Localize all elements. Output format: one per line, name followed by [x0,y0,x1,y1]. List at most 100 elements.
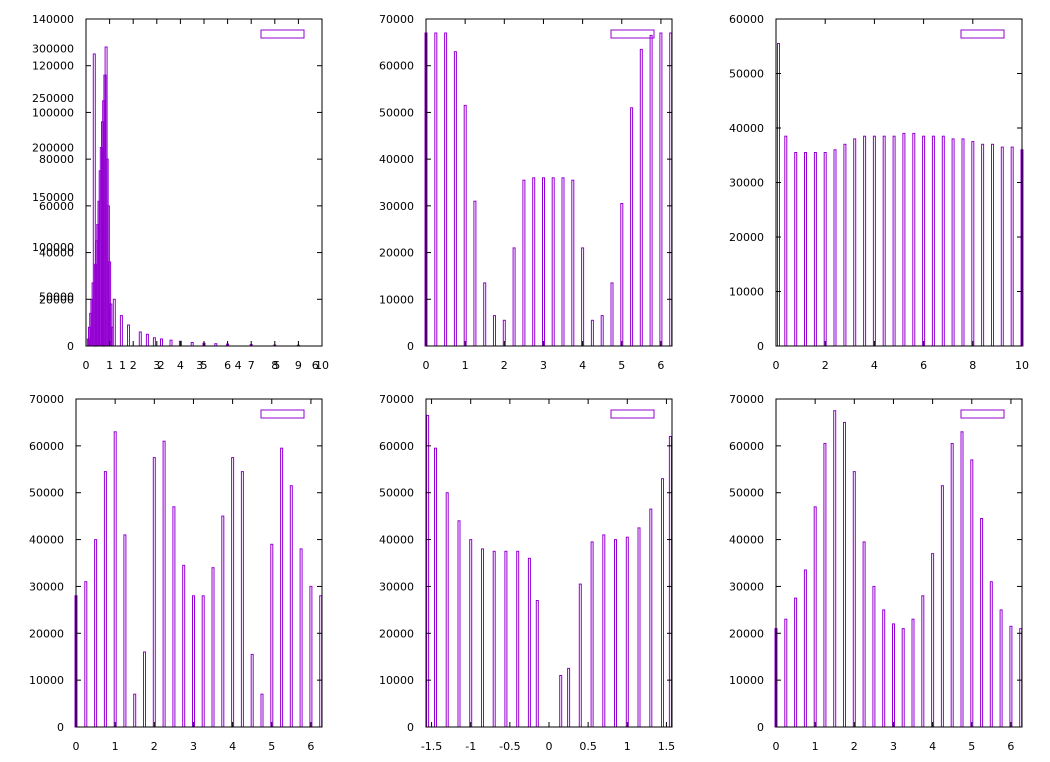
x-tick-label: 0 [773,359,780,372]
x-tick-label: 3 [190,740,197,753]
y-tick-label-secondary: 50000 [39,290,74,303]
bar [542,177,545,347]
bar [160,338,163,347]
x-tick-label-secondary: 6 [312,359,319,372]
x-tick-label: 5 [268,740,275,753]
x-tick-label: -0.5 [499,740,520,753]
bar [504,550,508,728]
bar [813,506,817,728]
bar [483,282,487,347]
bar [492,550,496,728]
bar [882,609,886,728]
bar [567,667,571,728]
bar [872,585,876,728]
x-tick-label: 5 [618,359,625,372]
bar [892,623,895,728]
x-tick-label: 1 [112,740,119,753]
x-tick-label: 10 [315,359,329,372]
bar [610,282,614,347]
bar [551,177,555,347]
y-tick-label: 10000 [29,674,64,687]
x-tick-label: 9 [295,359,302,372]
bar [192,595,195,728]
y-tick-label: 70000 [379,393,414,406]
bar [843,143,847,347]
y-tick-label: 20000 [379,247,414,260]
y-tick-label-secondary: 100000 [32,241,74,254]
bar [152,457,156,728]
bar [1010,146,1014,347]
bar [951,138,955,347]
y-tick-label: 50000 [29,487,64,500]
y-tick-label: 70000 [29,393,64,406]
x-tick-label: 0 [83,359,90,372]
x-tick-label: 2 [130,359,137,372]
y-tick-label: 40000 [729,534,764,547]
x-tick-label-secondary: 4 [235,359,242,372]
bar [138,331,142,347]
bar [863,135,867,347]
bar [971,141,975,347]
bar [1000,146,1004,347]
bar [1009,625,1013,728]
y-tick-label: 30000 [29,580,64,593]
chart-panel-1: 0 20000 40000 60000 80000 100000 120000 140000 0… [32,13,329,372]
x-tick-label: 6 [657,359,664,372]
bar [445,492,449,728]
bar [469,539,473,728]
plot-frame [775,398,1023,728]
bar [169,339,173,347]
y-tick-label: 60000 [39,200,74,213]
bar [668,436,672,728]
bar [299,548,303,728]
bar [794,152,798,347]
bar [182,564,186,728]
bar [119,315,123,347]
bar [231,457,235,728]
y-tick-label: 20000 [39,293,74,306]
bar [922,135,926,347]
plot-frame [425,18,673,347]
x-tick-label: 8 [271,359,278,372]
bar [444,32,448,347]
bar [892,135,896,347]
bar [250,653,254,728]
bar [457,520,461,728]
legend-key [610,409,655,419]
y-tick-label: 60000 [379,440,414,453]
bar [434,32,438,347]
bar [911,618,915,728]
bar [921,595,925,728]
bar [240,471,244,728]
bar [777,43,780,347]
x-tick-label: 4 [229,740,236,753]
y-tick-label: 30000 [729,580,764,593]
y-tick-label: 20000 [29,627,64,640]
x-tick-label: 6 [1007,740,1014,753]
y-tick-label: 80000 [39,153,74,166]
bar [127,324,130,347]
bar [516,550,520,728]
x-tick-label: 2 [822,359,829,372]
bar [614,539,617,728]
bar [931,553,935,728]
bar [527,557,531,728]
y-tick-label: 0 [407,721,414,734]
bar [902,132,906,347]
plot-frame [85,18,323,347]
y-tick-label: 10000 [379,674,414,687]
legend-key [960,409,1005,419]
bar [123,534,127,728]
x-tick-label: 0 [546,740,553,753]
bar [980,518,984,728]
x-tick-label: 1 [106,359,113,372]
bar [813,152,817,347]
bar [637,527,641,728]
y-tick-label: 60000 [29,440,64,453]
bar [853,138,857,347]
x-tick-label: 0.5 [579,740,597,753]
bar [113,431,117,728]
x-tick-label-secondary: 3 [196,359,203,372]
bar [823,443,827,728]
